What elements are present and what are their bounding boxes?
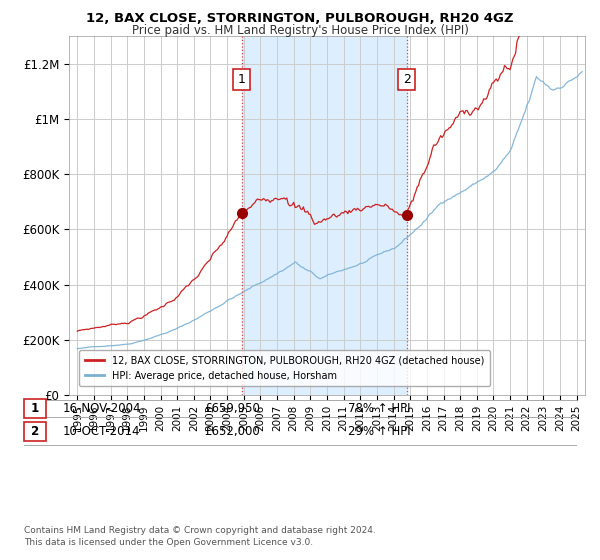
Text: 78% ↑ HPI: 78% ↑ HPI — [348, 402, 410, 416]
Bar — [242, 36, 407, 395]
Text: 16-NOV-2004: 16-NOV-2004 — [63, 402, 142, 416]
Text: £652,000: £652,000 — [204, 424, 260, 438]
Text: 12, BAX CLOSE, STORRINGTON, PULBOROUGH, RH20 4GZ: 12, BAX CLOSE, STORRINGTON, PULBOROUGH, … — [86, 12, 514, 25]
Text: 2: 2 — [403, 73, 410, 86]
Text: £659,950: £659,950 — [204, 402, 260, 416]
Text: 10-OCT-2014: 10-OCT-2014 — [63, 424, 140, 438]
Text: 2: 2 — [27, 424, 43, 438]
Text: 29% ↑ HPI: 29% ↑ HPI — [348, 424, 410, 438]
Text: Contains HM Land Registry data © Crown copyright and database right 2024.
This d: Contains HM Land Registry data © Crown c… — [24, 526, 376, 547]
Text: Price paid vs. HM Land Registry's House Price Index (HPI): Price paid vs. HM Land Registry's House … — [131, 24, 469, 37]
Legend: 12, BAX CLOSE, STORRINGTON, PULBOROUGH, RH20 4GZ (detached house), HPI: Average : 12, BAX CLOSE, STORRINGTON, PULBOROUGH, … — [79, 350, 490, 386]
Text: 1: 1 — [238, 73, 246, 86]
Text: 1: 1 — [27, 402, 43, 416]
